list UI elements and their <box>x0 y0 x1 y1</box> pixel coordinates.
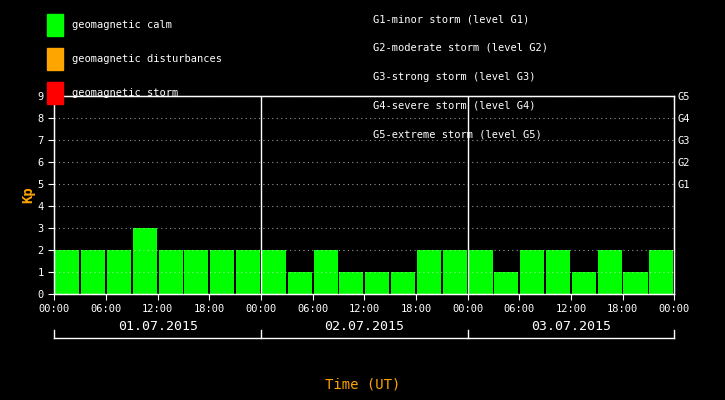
Text: G4-severe storm (level G4): G4-severe storm (level G4) <box>373 100 536 110</box>
Bar <box>443 250 467 294</box>
Text: 03.07.2015: 03.07.2015 <box>531 320 611 332</box>
Text: G2-moderate storm (level G2): G2-moderate storm (level G2) <box>373 43 548 53</box>
Bar <box>365 272 389 294</box>
Bar <box>391 272 415 294</box>
Bar <box>55 250 79 294</box>
Text: 01.07.2015: 01.07.2015 <box>117 320 198 332</box>
Text: geomagnetic calm: geomagnetic calm <box>72 20 173 30</box>
Text: G5-extreme storm (level G5): G5-extreme storm (level G5) <box>373 129 542 139</box>
Text: geomagnetic storm: geomagnetic storm <box>72 88 179 98</box>
Y-axis label: Kp: Kp <box>21 187 35 203</box>
Text: geomagnetic disturbances: geomagnetic disturbances <box>72 54 223 64</box>
Bar <box>133 228 157 294</box>
Bar <box>339 272 363 294</box>
Bar <box>107 250 131 294</box>
Bar <box>650 250 674 294</box>
Text: Time (UT): Time (UT) <box>325 377 400 391</box>
Text: G1-minor storm (level G1): G1-minor storm (level G1) <box>373 14 530 24</box>
Bar <box>597 250 622 294</box>
Bar <box>468 250 492 294</box>
Bar <box>546 250 570 294</box>
Bar <box>288 272 312 294</box>
Bar <box>210 250 234 294</box>
Text: G3-strong storm (level G3): G3-strong storm (level G3) <box>373 72 536 82</box>
Bar <box>262 250 286 294</box>
Bar <box>624 272 647 294</box>
Bar <box>159 250 183 294</box>
Bar <box>313 250 338 294</box>
Bar <box>494 272 518 294</box>
Bar <box>520 250 544 294</box>
Bar <box>184 250 209 294</box>
Bar <box>81 250 105 294</box>
Bar <box>572 272 596 294</box>
Text: 02.07.2015: 02.07.2015 <box>324 320 405 332</box>
Bar <box>417 250 441 294</box>
Bar <box>236 250 260 294</box>
